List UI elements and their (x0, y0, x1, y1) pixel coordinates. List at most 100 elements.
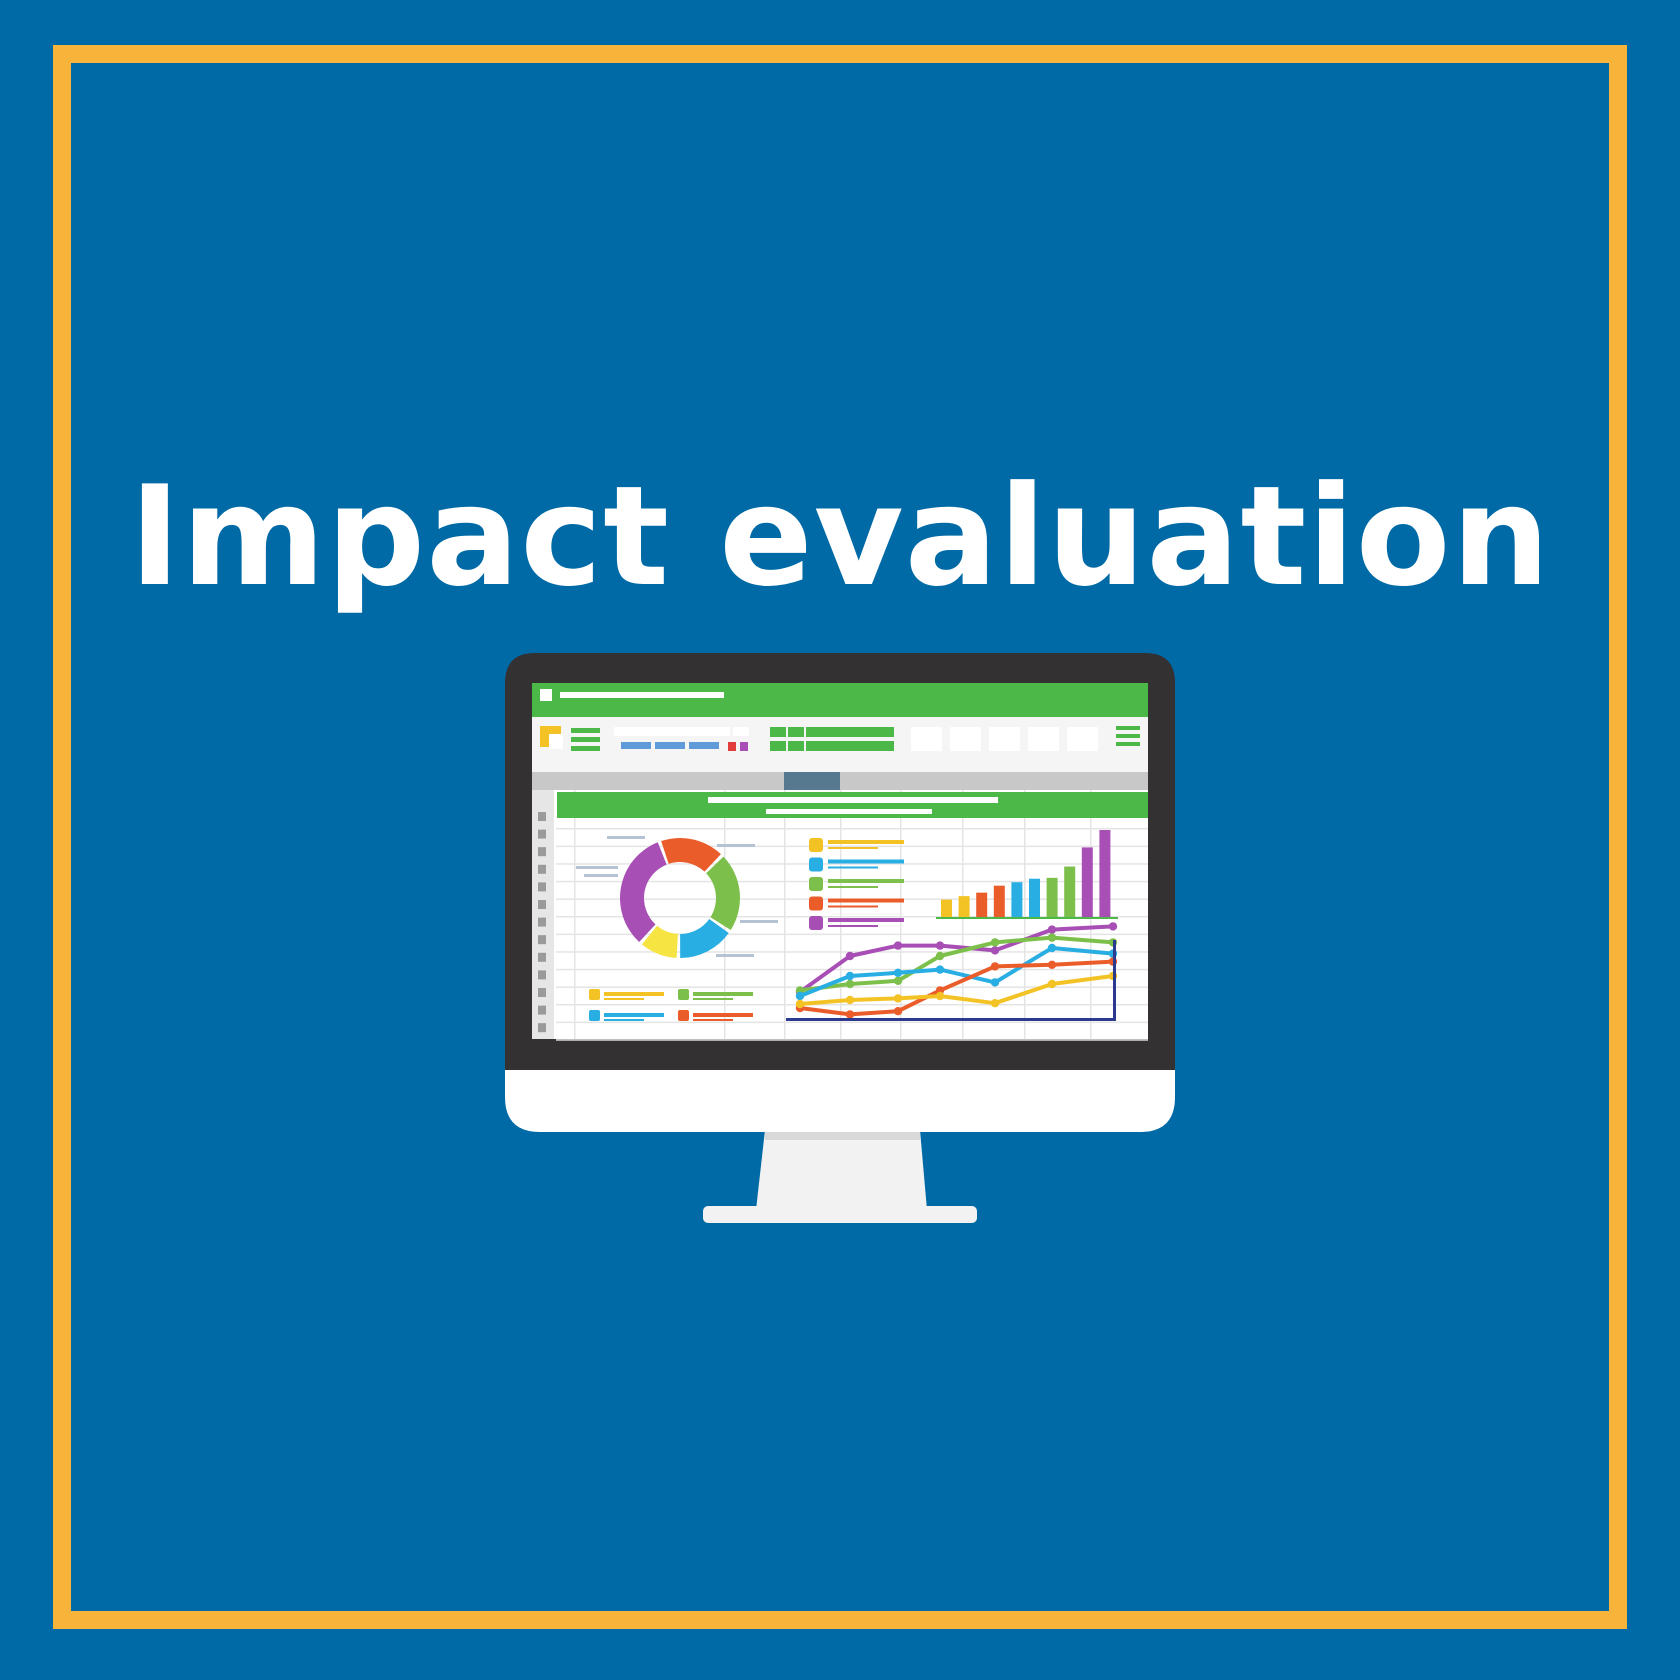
legend-swatch (809, 838, 823, 852)
sheet-banner (557, 792, 1148, 818)
legend-line (693, 1013, 753, 1017)
line-point (935, 991, 945, 1001)
ribbon-font-bar (621, 742, 651, 749)
line-point (935, 965, 945, 974)
ribbon-block (788, 727, 804, 737)
ribbon-block (770, 741, 786, 751)
ribbon-block (788, 741, 804, 751)
legend-line (604, 1019, 644, 1021)
ribbon-field (733, 727, 749, 736)
line-point (845, 979, 855, 989)
row-header-mark (538, 988, 546, 997)
grid-row-line (556, 828, 1148, 830)
grid-row-line (556, 951, 1148, 953)
line-point (845, 971, 855, 981)
line-chart-y-axis (1113, 940, 1116, 1021)
line-point (990, 946, 1000, 955)
ribbon-line (571, 728, 600, 733)
line-point (1047, 933, 1057, 942)
legend-line (828, 905, 878, 908)
row-header-mark (538, 864, 546, 874)
screen (532, 683, 1148, 1041)
legend-swatch (678, 989, 689, 1000)
grid-col-line (900, 790, 902, 1039)
line-point (845, 951, 855, 961)
legend-line (828, 866, 878, 869)
line-point (893, 994, 903, 1003)
bar-chart (941, 830, 1111, 917)
donut-label-line (576, 866, 618, 869)
ribbon-button (911, 727, 942, 751)
legend-line (828, 859, 904, 864)
ribbon-menu-line (1116, 742, 1140, 746)
line-point (990, 962, 1000, 971)
legend-swatch (809, 877, 823, 891)
line-point (795, 999, 805, 1009)
ribbon-font-bar (689, 742, 719, 749)
legend-line (693, 998, 733, 1000)
ribbon-line (571, 737, 600, 742)
legend-line (828, 847, 878, 849)
ribbon-button (989, 727, 1020, 751)
legend-line (604, 1013, 664, 1017)
page-title: Impact evaluation (129, 456, 1551, 617)
bar (1029, 878, 1040, 917)
legend-line (828, 840, 904, 844)
row-header-mark (538, 952, 546, 962)
legend-swatch (809, 896, 823, 911)
line-point (1108, 922, 1118, 931)
legend-line (693, 992, 753, 996)
page-border (53, 45, 1627, 1629)
line-chart (795, 922, 1118, 1019)
donut-chart (620, 838, 741, 958)
ribbon-paste-sheet (549, 734, 563, 749)
grid-row-line (556, 968, 1148, 971)
stand-shadow (765, 1130, 920, 1140)
line-point (893, 941, 903, 950)
sheet-banner-line (766, 809, 932, 814)
line-point (990, 978, 1000, 987)
ribbon-swatch (740, 742, 748, 751)
line-point (935, 941, 945, 950)
line-point (990, 999, 1000, 1008)
row-header-mark (538, 935, 546, 945)
legend-swatch (809, 916, 823, 930)
bar (976, 892, 988, 917)
legend-line (828, 918, 904, 922)
donut-label-line (716, 954, 754, 957)
bar (1099, 830, 1111, 917)
line-point (893, 1007, 903, 1016)
ribbon-button (950, 727, 981, 751)
grid-row-line (556, 1039, 1148, 1041)
row-header-marks (538, 812, 546, 1033)
bar-chart-axis (936, 917, 1118, 919)
line-point (935, 951, 945, 961)
line-point (845, 1010, 855, 1019)
donut-label-line (740, 920, 778, 923)
legend-swatch (589, 1010, 600, 1021)
row-header-mark (538, 970, 546, 980)
legend-line (828, 886, 878, 888)
donut-label-line (717, 844, 755, 847)
row-header-mark (538, 829, 546, 839)
donut-segment (620, 842, 667, 942)
row-header-mark (538, 900, 546, 909)
donut-segment (706, 856, 741, 930)
grid-col-line (784, 790, 786, 1039)
legend-line (828, 879, 904, 883)
ribbon-field (614, 727, 730, 736)
grid-row-line (556, 1004, 1148, 1006)
donut-segment (680, 918, 729, 958)
ribbon-menu-line (1116, 726, 1140, 730)
bar (958, 896, 970, 917)
donut-label-line (607, 836, 645, 839)
selected-column-header (784, 772, 840, 790)
row-header-bar (532, 790, 554, 1039)
legend-line (828, 898, 904, 903)
grid-col-line (574, 790, 576, 1039)
ribbon-button (1028, 727, 1059, 751)
legend-swatch (678, 1010, 689, 1021)
legend-line (604, 998, 644, 1000)
donut-segment (661, 838, 721, 872)
grid-row-line (556, 1021, 1148, 1024)
